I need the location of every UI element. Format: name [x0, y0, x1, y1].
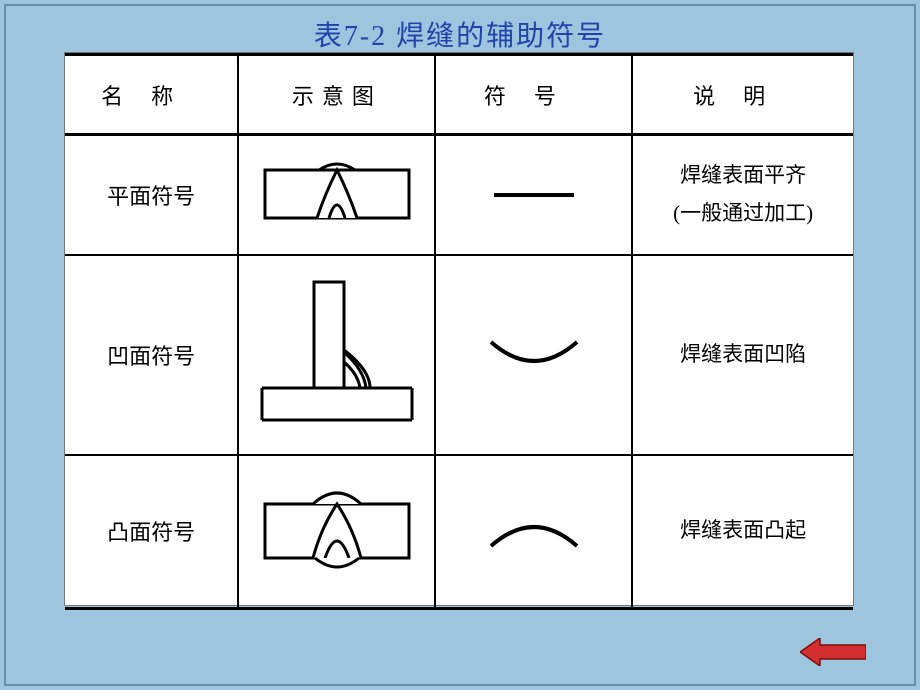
row1-diagram — [238, 135, 435, 255]
table-row: 平面符号 — [65, 135, 853, 255]
row2-desc: 焊缝表面凹陷 — [632, 255, 853, 455]
row2-symbol — [435, 255, 632, 455]
table-title: 表7-2 焊缝的辅助符号 — [0, 14, 920, 54]
row1-symbol — [435, 135, 632, 255]
row1-desc: 焊缝表面平齐 (一般通过加工) — [632, 135, 853, 255]
row3-symbol — [435, 455, 632, 609]
row3-desc: 焊缝表面凸起 — [632, 455, 853, 609]
row3-diagram — [238, 455, 435, 609]
flat-line-symbol — [479, 180, 589, 210]
row2-name: 凹面符号 — [65, 255, 238, 455]
col-name: 名称 — [65, 55, 238, 135]
row2-diagram — [238, 255, 435, 455]
table-row: 凹面符号 — [65, 255, 853, 455]
row3-name: 凸面符号 — [65, 455, 238, 609]
col-symbol: 符号 — [435, 55, 632, 135]
table-header-row: 名称 示意图 符号 说明 — [65, 55, 853, 135]
butt-weld-convex-diagram — [257, 476, 417, 586]
row3-desc-line1: 焊缝表面凸起 — [637, 512, 849, 550]
row2-desc-line1: 焊缝表面凹陷 — [637, 336, 849, 374]
row1-name: 平面符号 — [65, 135, 238, 255]
back-arrow-icon[interactable] — [800, 638, 866, 666]
table-row: 凸面符号 — [65, 455, 853, 609]
weld-aux-symbol-table: 名称 示意图 符号 说明 平面符号 — [64, 52, 854, 606]
concave-arc-symbol — [479, 330, 589, 380]
butt-weld-flat-diagram — [257, 150, 417, 240]
table: 名称 示意图 符号 说明 平面符号 — [65, 53, 853, 610]
convex-arc-symbol — [479, 506, 589, 556]
tee-weld-concave-diagram — [252, 270, 422, 440]
row1-desc-line1: 焊缝表面平齐 — [637, 157, 849, 195]
row1-desc-line2: (一般通过加工) — [637, 195, 849, 233]
col-desc: 说明 — [632, 55, 853, 135]
col-diagram: 示意图 — [238, 55, 435, 135]
